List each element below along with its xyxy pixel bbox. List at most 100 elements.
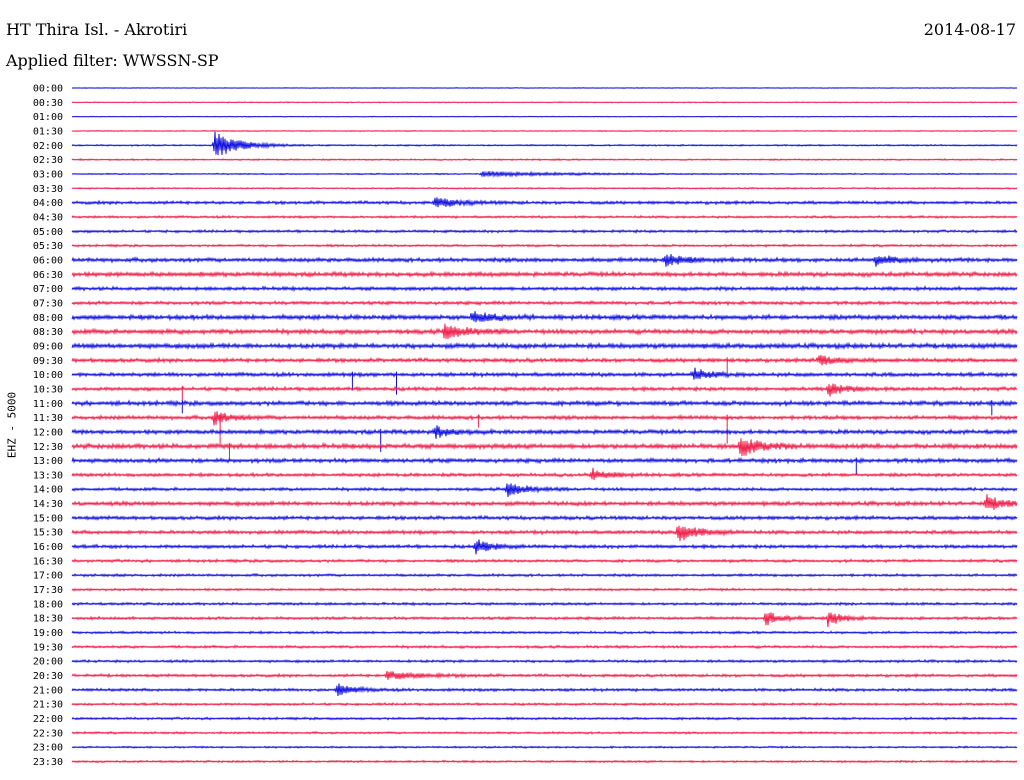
trace-label: 13:30 bbox=[33, 470, 63, 481]
trace-label: 00:30 bbox=[33, 98, 63, 109]
trace-label: 21:00 bbox=[33, 685, 63, 696]
trace-label: 09:30 bbox=[33, 356, 63, 367]
trace-label: 20:00 bbox=[33, 657, 63, 668]
seismic-trace bbox=[71, 456, 1018, 465]
seismic-trace bbox=[71, 730, 1018, 735]
seismic-trace bbox=[71, 630, 1018, 635]
trace-label: 03:00 bbox=[33, 169, 63, 180]
trace-label: 01:00 bbox=[33, 112, 63, 123]
seismic-trace bbox=[71, 186, 1018, 191]
seismic-trace bbox=[71, 467, 1018, 481]
trace-label: 16:00 bbox=[33, 542, 63, 553]
seismic-trace bbox=[71, 539, 1018, 555]
trace-label: 12:00 bbox=[33, 427, 63, 438]
trace-label: 08:00 bbox=[33, 313, 63, 324]
trace-label: 03:30 bbox=[33, 184, 63, 195]
seismic-trace bbox=[71, 299, 1018, 307]
seismic-trace bbox=[71, 367, 1018, 380]
trace-label: 15:30 bbox=[33, 528, 63, 539]
seismic-trace bbox=[71, 525, 1018, 542]
seismic-trace bbox=[71, 157, 1018, 162]
seismic-trace bbox=[71, 214, 1018, 220]
seismic-trace bbox=[71, 411, 1018, 426]
trace-label: 23:30 bbox=[33, 757, 63, 768]
seismic-trace bbox=[71, 115, 1018, 118]
seismic-trace bbox=[71, 425, 1018, 439]
seismic-trace bbox=[71, 483, 1018, 497]
trace-label: 05:00 bbox=[33, 227, 63, 238]
seismic-trace bbox=[71, 572, 1018, 578]
seismic-trace bbox=[71, 759, 1018, 764]
trace-label: 19:30 bbox=[33, 642, 63, 653]
seismic-trace bbox=[71, 670, 1018, 680]
seismic-trace bbox=[71, 745, 1018, 750]
seismic-trace bbox=[71, 285, 1018, 292]
seismic-trace bbox=[71, 170, 1018, 178]
seismic-trace bbox=[71, 383, 1018, 397]
seismic-trace bbox=[71, 398, 1018, 408]
trace-label: 14:00 bbox=[33, 485, 63, 496]
trace-label: 23:00 bbox=[33, 743, 63, 754]
trace-label: 07:00 bbox=[33, 284, 63, 295]
trace-label: 19:00 bbox=[33, 628, 63, 639]
trace-label: 02:00 bbox=[33, 141, 63, 152]
trace-label: 11:30 bbox=[33, 413, 63, 424]
seismic-trace bbox=[71, 494, 1018, 510]
seismic-trace bbox=[71, 683, 1018, 697]
trace-label: 05:30 bbox=[33, 241, 63, 252]
trace-label: 14:30 bbox=[33, 499, 63, 510]
trace-label: 06:00 bbox=[33, 255, 63, 266]
seismic-trace bbox=[71, 601, 1018, 607]
seismic-trace bbox=[71, 243, 1018, 248]
seismic-trace bbox=[71, 644, 1018, 650]
seismic-trace bbox=[71, 228, 1018, 235]
seismic-trace bbox=[71, 716, 1018, 721]
trace-label: 11:00 bbox=[33, 399, 63, 410]
seismic-trace bbox=[71, 341, 1018, 351]
trace-label: 18:30 bbox=[33, 614, 63, 625]
seismic-trace bbox=[71, 612, 1018, 628]
trace-label: 10:00 bbox=[33, 370, 63, 381]
seismic-trace bbox=[71, 311, 1018, 323]
seismic-trace bbox=[71, 129, 1018, 133]
trace-label: 02:30 bbox=[33, 155, 63, 166]
trace-label: 08:30 bbox=[33, 327, 63, 338]
date-label: 2014-08-17 bbox=[923, 20, 1016, 39]
trace-label: 17:00 bbox=[33, 571, 63, 582]
seismic-trace bbox=[71, 254, 1018, 267]
seismic-trace bbox=[71, 355, 1018, 366]
seismic-trace bbox=[71, 701, 1018, 707]
trace-label: 18:00 bbox=[33, 599, 63, 610]
trace-label: 20:30 bbox=[33, 671, 63, 682]
seismic-trace bbox=[71, 86, 1018, 89]
trace-label: 00:00 bbox=[33, 84, 63, 95]
trace-label: 22:30 bbox=[33, 728, 63, 739]
seismic-trace bbox=[71, 131, 1018, 156]
trace-label: 06:30 bbox=[33, 270, 63, 281]
station-title: HT Thira Isl. - Akrotiri bbox=[6, 20, 188, 39]
trace-label: 04:00 bbox=[33, 198, 63, 209]
trace-label: 04:30 bbox=[33, 212, 63, 223]
trace-label: 07:30 bbox=[33, 298, 63, 309]
seismic-trace bbox=[71, 438, 1018, 457]
trace-label: 15:00 bbox=[33, 513, 63, 524]
seismic-trace bbox=[71, 587, 1018, 592]
seismic-trace bbox=[71, 101, 1018, 104]
trace-label: 09:00 bbox=[33, 341, 63, 352]
trace-label: 01:30 bbox=[33, 126, 63, 137]
seismic-trace bbox=[71, 270, 1018, 279]
seismic-trace bbox=[71, 514, 1018, 522]
seismic-trace bbox=[71, 197, 1018, 208]
filter-label: Applied filter: WWSSN-SP bbox=[6, 51, 219, 70]
seismic-trace bbox=[71, 658, 1018, 664]
seismic-trace bbox=[71, 558, 1018, 564]
trace-label: 12:30 bbox=[33, 442, 63, 453]
trace-label: 16:30 bbox=[33, 556, 63, 567]
trace-label: 21:30 bbox=[33, 700, 63, 711]
trace-label: 10:30 bbox=[33, 384, 63, 395]
trace-label: 22:00 bbox=[33, 714, 63, 725]
trace-label: 17:30 bbox=[33, 585, 63, 596]
trace-label: 13:00 bbox=[33, 456, 63, 467]
seismic-trace bbox=[71, 323, 1018, 340]
